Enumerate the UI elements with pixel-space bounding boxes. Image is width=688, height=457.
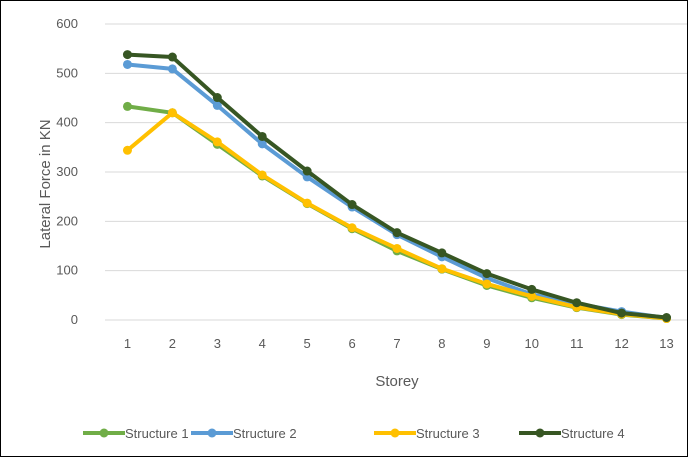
y-tick-label: 0: [71, 312, 78, 327]
data-point: [122, 50, 132, 60]
y-tick-label: 200: [56, 213, 78, 228]
series-2: [122, 59, 672, 323]
y-tick-label: 500: [56, 65, 78, 80]
data-point: [347, 200, 357, 210]
legend-label: Structure 4: [561, 426, 625, 441]
series-line: [125, 52, 669, 320]
x-tick-label: 3: [214, 336, 221, 351]
data-point: [392, 243, 402, 253]
y-tick-label: 400: [56, 115, 78, 130]
data-point: [392, 228, 402, 238]
y-tick-labels: 0 100 200 300 400 500 600: [56, 16, 78, 327]
data-point: [437, 264, 447, 274]
data-point: [122, 59, 132, 69]
gridlines: [105, 23, 687, 321]
legend-marker: [390, 428, 400, 438]
data-point: [347, 223, 357, 233]
data-point: [302, 166, 312, 176]
series-3: [122, 108, 672, 324]
x-axis-title: Storey: [375, 373, 419, 390]
legend-label: Structure 2: [233, 426, 297, 441]
legend-label: Structure 1: [125, 426, 189, 441]
legend-item-4: Structure 4: [519, 426, 625, 441]
data-point: [482, 279, 492, 289]
data-point: [572, 298, 582, 308]
data-point: [482, 269, 492, 279]
x-tick-label: 2: [169, 336, 176, 351]
data-point: [302, 198, 312, 208]
series-4: [122, 50, 672, 323]
x-tick-label: 12: [614, 336, 628, 351]
data-point: [662, 313, 672, 323]
data-point: [437, 248, 447, 258]
legend-marker: [99, 428, 109, 438]
series-line: [125, 110, 669, 321]
x-tick-label: 6: [348, 336, 355, 351]
x-tick-label: 1: [124, 336, 131, 351]
data-point: [527, 284, 537, 294]
data-point: [167, 108, 177, 118]
y-tick-label: 300: [56, 164, 78, 179]
series-lines: [122, 50, 672, 324]
data-point: [167, 52, 177, 62]
data-point: [122, 101, 132, 111]
legend-item-1: Structure 1: [83, 426, 189, 441]
y-tick-label: 600: [56, 16, 78, 31]
x-tick-label: 5: [304, 336, 311, 351]
data-point: [212, 100, 222, 110]
data-point: [212, 137, 222, 147]
x-tick-label: 8: [438, 336, 445, 351]
series-line: [125, 62, 669, 321]
y-tick-label: 100: [56, 263, 78, 278]
legend-item-2: Structure 2: [191, 426, 297, 441]
x-tick-label: 7: [393, 336, 400, 351]
legend-marker: [535, 428, 545, 438]
x-tick-label: 13: [659, 336, 673, 351]
x-tick-label: 11: [570, 336, 584, 351]
data-point: [257, 170, 267, 180]
x-tick-label: 4: [259, 336, 266, 351]
y-axis-title: Lateral Force in KN: [37, 119, 54, 248]
data-point: [257, 139, 267, 149]
data-point: [257, 131, 267, 141]
data-point: [617, 308, 627, 318]
data-point: [167, 64, 177, 74]
data-point: [527, 291, 537, 301]
data-point: [212, 93, 222, 103]
x-tick-labels: 1 2 3 4 5 6 7 8 9 10 11 12 13: [124, 336, 674, 351]
x-tick-label: 9: [483, 336, 490, 351]
legend-label: Structure 3: [416, 426, 480, 441]
data-point: [122, 145, 132, 155]
legend: Structure 1 Structure 2 Structure 3 Structu…: [83, 426, 625, 441]
x-tick-label: 10: [525, 336, 539, 351]
legend-marker: [207, 428, 217, 438]
legend-item-3: Structure 3: [374, 426, 480, 441]
